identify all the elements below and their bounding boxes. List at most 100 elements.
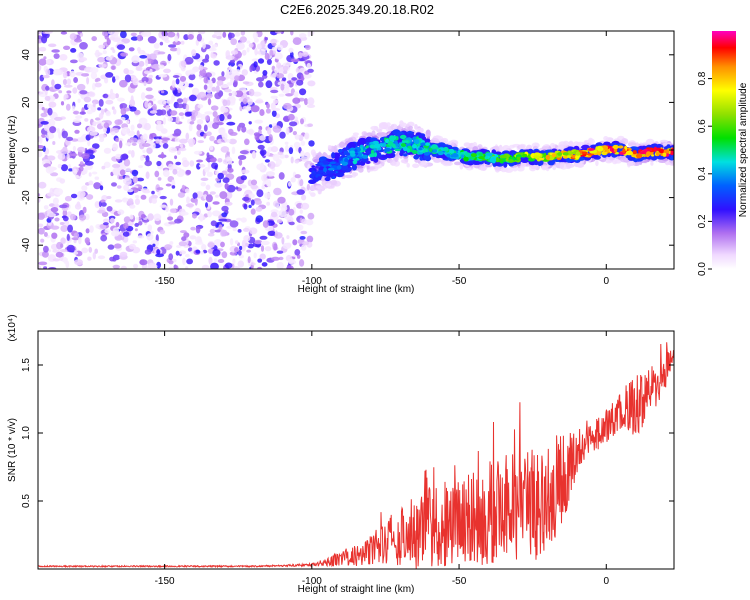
signal-halo-blob xyxy=(352,172,359,177)
noise-blob xyxy=(171,79,176,88)
signal-core-blob xyxy=(311,165,316,168)
noise-blob xyxy=(275,158,282,166)
noise-blob xyxy=(229,251,238,256)
noise-blob xyxy=(234,75,240,81)
noise-blob xyxy=(222,99,228,107)
noise-blob xyxy=(114,75,120,81)
noise-blob xyxy=(215,85,220,93)
noise-blob xyxy=(60,237,66,244)
noise-blob xyxy=(276,261,284,269)
noise-blob xyxy=(74,203,82,210)
noise-blob xyxy=(156,120,162,125)
noise-blob xyxy=(250,179,258,186)
noise-blob xyxy=(104,228,111,234)
snr-y-label: SNR (10 * v/v) xyxy=(7,418,18,482)
noise-blob xyxy=(78,214,87,221)
signal-halo-blob xyxy=(558,146,562,150)
noise-blob xyxy=(111,182,117,187)
noise-blob xyxy=(43,205,49,210)
signal-core-blob xyxy=(318,162,324,165)
noise-blob xyxy=(304,98,308,106)
noise-blob xyxy=(116,44,126,50)
noise-blob xyxy=(280,83,285,91)
noise-blob xyxy=(234,90,244,98)
noise-blob xyxy=(43,232,48,237)
noise-blob xyxy=(51,49,60,53)
noise-blob xyxy=(60,148,69,155)
noise-blob xyxy=(210,262,219,269)
noise-blob xyxy=(41,35,48,44)
signal-halo-blob xyxy=(364,133,371,137)
signal-halo-blob xyxy=(310,192,316,197)
noise-blob xyxy=(98,63,107,68)
noise-blob xyxy=(153,43,160,49)
signal-halo-blob xyxy=(370,125,379,131)
signal-band-blob xyxy=(338,149,343,153)
noise-blob xyxy=(226,151,230,156)
noise-blob xyxy=(271,110,277,117)
noise-blob xyxy=(214,92,222,100)
noise-blob xyxy=(287,113,295,121)
noise-blob xyxy=(70,213,76,221)
noise-blob xyxy=(145,87,153,92)
noise-blob xyxy=(130,95,134,103)
noise-blob xyxy=(237,260,245,268)
noise-blob xyxy=(131,169,139,177)
noise-blob xyxy=(258,81,264,88)
noise-blob xyxy=(252,91,262,97)
noise-blob xyxy=(182,97,188,104)
noise-blob xyxy=(66,233,70,241)
noise-blob xyxy=(239,150,249,155)
noise-blob xyxy=(168,213,172,217)
noise-blob xyxy=(112,76,116,83)
noise-blob xyxy=(224,183,229,190)
noise-blob xyxy=(268,161,276,169)
signal-core-blob xyxy=(395,143,399,147)
noise-blob xyxy=(204,167,210,173)
noise-blob xyxy=(103,147,112,154)
noise-blob xyxy=(84,118,89,122)
signal-halo-blob xyxy=(503,168,509,172)
noise-blob xyxy=(94,52,103,56)
noise-blob xyxy=(112,264,121,269)
noise-blob xyxy=(86,194,94,200)
y-tick-label: 1.0 xyxy=(21,426,32,440)
colorbar-tick-label: 0.0 xyxy=(697,262,708,276)
noise-blob xyxy=(138,60,145,67)
noise-blob xyxy=(156,160,162,167)
signal-core-blob xyxy=(387,140,394,146)
signal-halo-blob xyxy=(603,136,609,141)
noise-blob xyxy=(255,215,264,223)
noise-blob xyxy=(110,47,115,51)
noise-blob xyxy=(69,70,76,78)
colorbar-gradient xyxy=(712,31,736,269)
noise-blob xyxy=(120,265,127,269)
noise-blob xyxy=(60,243,64,248)
signal-halo-blob xyxy=(479,165,488,171)
noise-blob xyxy=(139,155,145,161)
noise-blob xyxy=(189,121,195,125)
noise-blob xyxy=(176,103,184,109)
signal-core-blob xyxy=(478,152,484,157)
noise-blob xyxy=(233,79,238,88)
signal-core-blob xyxy=(489,157,497,163)
noise-blob xyxy=(241,69,248,76)
signal-core-blob xyxy=(586,153,595,156)
noise-blob xyxy=(64,84,73,88)
signal-core-blob xyxy=(460,154,465,158)
noise-blob xyxy=(272,200,280,208)
noise-blob xyxy=(38,46,47,52)
noise-blob xyxy=(240,175,247,181)
noise-blob xyxy=(264,37,268,41)
noise-blob xyxy=(288,181,292,187)
noise-blob xyxy=(253,252,257,259)
noise-blob xyxy=(301,51,309,57)
signal-core-blob xyxy=(562,152,569,156)
noise-blob xyxy=(38,136,43,144)
noise-blob xyxy=(162,169,170,177)
noise-blob xyxy=(204,111,213,115)
noise-blob xyxy=(41,134,46,138)
noise-blob xyxy=(169,208,177,214)
noise-blob xyxy=(103,222,109,226)
noise-blob xyxy=(175,116,180,124)
